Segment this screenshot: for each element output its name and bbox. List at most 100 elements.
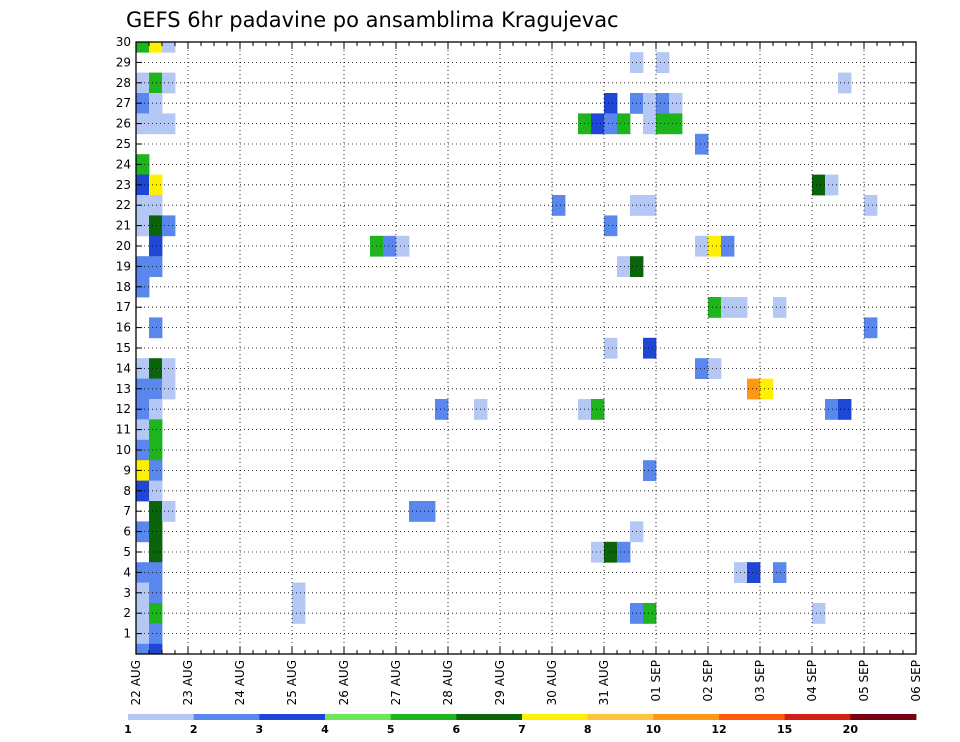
heatmap-cell (721, 235, 735, 257)
heatmap-cell (552, 195, 566, 216)
heatmap-cell (162, 42, 176, 53)
colorbar-label: 1 (124, 723, 132, 736)
heatmap-cell (721, 297, 735, 318)
heatmap-cell (773, 562, 787, 583)
heatmap-cell (604, 337, 618, 359)
heatmap-cell (617, 113, 631, 135)
heatmap-cell (435, 399, 449, 420)
heatmap-cell (149, 174, 163, 196)
heatmap-cell (136, 195, 150, 216)
heatmap-cell (136, 623, 150, 645)
heatmap-cell (643, 337, 657, 359)
heatmap-cell (136, 154, 150, 175)
heatmap-cell (656, 113, 670, 135)
y-tick-label: 17 (116, 300, 131, 314)
x-tick-label: 28 AUG (441, 660, 455, 705)
x-tick-label: 03 SEP (753, 660, 767, 702)
y-tick-label: 19 (116, 259, 131, 273)
heatmap-cell (747, 378, 761, 400)
x-tick-label: 04 SEP (805, 660, 819, 702)
heatmap-cell (136, 113, 150, 135)
colorbar-label: 6 (453, 723, 461, 736)
y-tick-label: 9 (123, 463, 131, 477)
heatmap-cell (136, 582, 150, 604)
heatmap-cell (617, 541, 631, 563)
colorbar-label: 5 (387, 723, 395, 736)
heatmap-cell (812, 174, 826, 196)
colorbar-swatch (719, 714, 786, 720)
heatmap-cell (643, 113, 657, 135)
y-tick-label: 16 (116, 321, 131, 335)
x-tick-label: 23 AUG (181, 660, 195, 705)
heatmap-cell (136, 72, 150, 94)
heatmap-cell (760, 378, 774, 400)
heatmap-cell (136, 42, 150, 53)
heatmap-cell (136, 93, 150, 114)
heatmap-cell (149, 42, 163, 53)
heatmap-cell (149, 643, 163, 655)
heatmap-cell (669, 113, 683, 135)
y-tick-label: 18 (116, 280, 131, 294)
colorbar-swatch (390, 714, 457, 720)
heatmap-cell (149, 521, 163, 543)
y-tick-label: 26 (116, 117, 131, 131)
y-tick-label: 11 (116, 423, 131, 437)
heatmap-cell (149, 541, 163, 563)
heatmap-cell (656, 93, 670, 114)
y-tick-label: 12 (116, 402, 131, 416)
heatmap-cell (136, 174, 150, 196)
y-tick-label: 20 (116, 239, 131, 253)
colorbar-swatch (325, 714, 392, 720)
y-tick-label: 2 (123, 606, 131, 620)
x-tick-label: 24 AUG (233, 660, 247, 705)
heatmap-cell (695, 133, 709, 155)
colorbar-swatch (587, 714, 654, 720)
heatmap-cell (695, 235, 709, 257)
heatmap-cell (604, 113, 618, 135)
heatmap-cell (149, 235, 163, 257)
heatmap-cell (149, 358, 163, 379)
heatmap-cell (747, 562, 761, 583)
colorbar-swatch (784, 714, 851, 720)
y-tick-label: 21 (116, 219, 131, 233)
x-tick-label: 05 SEP (857, 660, 871, 702)
heatmap-cell (643, 460, 657, 481)
grid-lines (136, 42, 916, 654)
y-tick-label: 27 (116, 96, 131, 110)
y-tick-label: 29 (116, 55, 131, 69)
colorbar-label: 2 (190, 723, 198, 736)
y-tick-label: 7 (123, 504, 131, 518)
heatmap-cell (149, 93, 163, 114)
y-tick-label: 28 (116, 76, 131, 90)
heatmap-cell (864, 317, 878, 339)
x-tick-label: 31 AUG (597, 660, 611, 705)
heatmap-cell (708, 358, 722, 379)
y-tick-label: 25 (116, 137, 131, 151)
y-tick-label: 13 (116, 382, 131, 396)
heatmap-cells (136, 42, 878, 655)
heatmap-cell (149, 113, 163, 135)
heatmap-cell (149, 480, 163, 502)
heatmap-cell (669, 93, 683, 114)
heatmap-cell (591, 399, 605, 420)
heatmap-cell (149, 215, 163, 237)
colorbar-swatch (850, 714, 917, 720)
y-tick-label: 14 (116, 361, 131, 375)
x-tick-label: 01 SEP (649, 660, 663, 702)
heatmap-cell (292, 582, 306, 604)
x-tick-label: 22 AUG (129, 660, 143, 705)
heatmap-cell (149, 439, 163, 461)
heatmap-cell (643, 195, 657, 216)
colorbar-label: 12 (711, 723, 726, 736)
heatmap-cell (149, 603, 163, 624)
heatmap-cell (708, 235, 722, 257)
heatmap-cell (136, 399, 150, 420)
heatmap-cell (136, 643, 150, 655)
heatmap-cell (864, 195, 878, 216)
chart-title: GEFS 6hr padavine po ansamblima Kragujev… (126, 8, 619, 32)
heatmap-cell (136, 521, 150, 543)
heatmap-cell (136, 480, 150, 502)
heatmap-cell (149, 562, 163, 583)
heatmap-cell (604, 215, 618, 237)
